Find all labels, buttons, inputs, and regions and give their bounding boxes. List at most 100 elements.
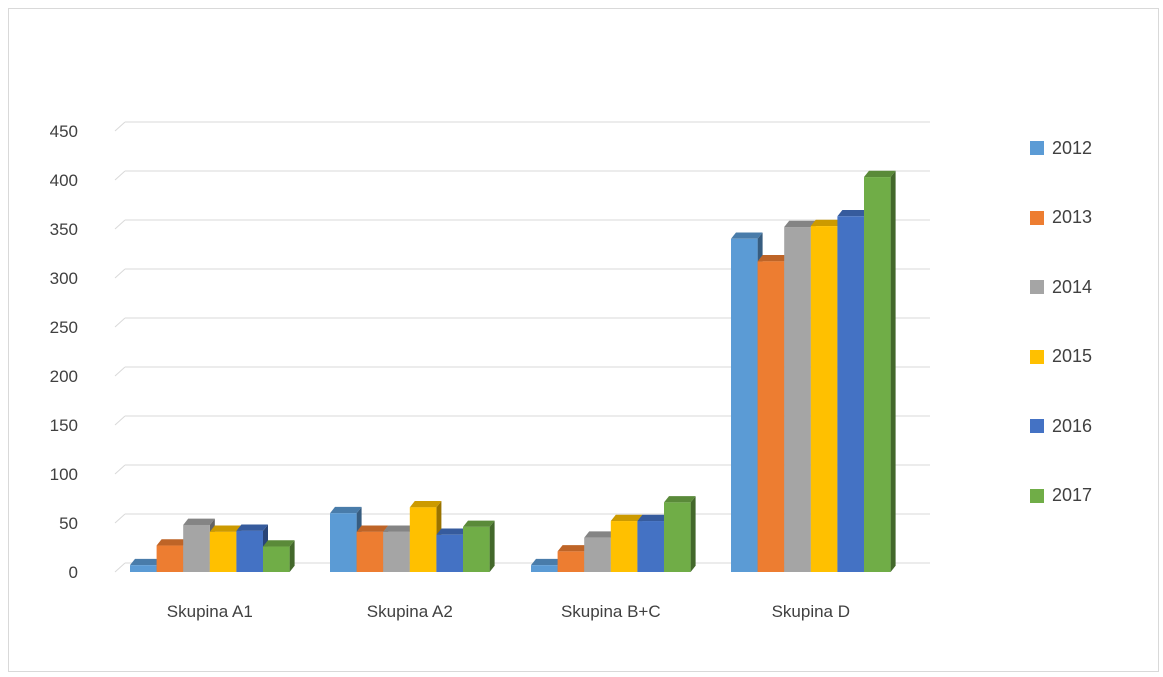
- bar-top: [637, 514, 669, 522]
- bar-front: [356, 531, 384, 572]
- bar-side: [289, 540, 295, 572]
- bar-top: [356, 525, 389, 532]
- y-tick-label: 350: [50, 220, 78, 239]
- chart-area: [8, 8, 1159, 672]
- bars: [130, 170, 896, 573]
- bar-front: [130, 565, 157, 572]
- bar-top: [531, 558, 563, 566]
- bar-front: [183, 524, 210, 572]
- bar-top: [383, 525, 415, 532]
- bar-top: [463, 520, 495, 527]
- bar-top: [130, 558, 162, 566]
- bar-top: [156, 539, 189, 546]
- legend-swatch: [1030, 488, 1044, 503]
- bar-top: [557, 545, 590, 552]
- bar-side: [690, 496, 696, 572]
- bar-side: [489, 520, 495, 572]
- bar: [837, 209, 869, 572]
- gridline-depth: [114, 121, 126, 132]
- bar-front: [463, 526, 490, 572]
- legend-swatch: [1030, 141, 1044, 155]
- bar: [664, 496, 696, 572]
- bar-front: [409, 507, 437, 572]
- bar-front: [330, 513, 357, 572]
- bar-front: [156, 545, 184, 572]
- legend-label: 2017: [1052, 485, 1093, 505]
- legend-swatch: [1030, 419, 1044, 433]
- gridline-depth: [114, 317, 126, 328]
- legend-label: 2014: [1052, 276, 1093, 297]
- y-tick-label: 100: [50, 465, 78, 484]
- bar-top: [330, 506, 362, 514]
- x-category-label: Skupina A2: [367, 602, 453, 621]
- legend-swatch: [1030, 280, 1044, 294]
- x-category-label: Skupina B+C: [561, 602, 661, 621]
- y-tick-label: 450: [50, 122, 78, 141]
- bar: [864, 170, 896, 572]
- bar-front: [436, 534, 463, 572]
- bar-top: [610, 514, 643, 522]
- legend-item: 2015: [1030, 345, 1092, 369]
- legend-item: 2014: [1030, 275, 1092, 299]
- bar-front: [837, 216, 864, 572]
- bar-top: [236, 524, 268, 531]
- y-axis-ticks: 0 50 100 150 200 250 300 350 400 450: [50, 122, 78, 582]
- bar-front: [664, 502, 691, 572]
- legend-label: 2016: [1052, 415, 1093, 436]
- gridline-depth: [114, 366, 126, 377]
- gridline-depth: [114, 415, 126, 426]
- gridline-depth: [114, 268, 126, 279]
- legend-swatch: [1030, 349, 1044, 364]
- bar-front: [531, 565, 558, 572]
- bar: [463, 520, 495, 572]
- legend-label: 2012: [1052, 137, 1093, 158]
- bar-top: [436, 528, 468, 535]
- bar-top: [409, 501, 442, 508]
- x-axis-categories: Skupina A1 Skupina A2 Skupina B+C Skupina D: [167, 602, 850, 621]
- gridline-depth: [114, 562, 126, 573]
- bar-top: [731, 232, 763, 239]
- y-tick-label: 0: [69, 563, 78, 582]
- legend-label: 2015: [1052, 346, 1093, 366]
- x-category-label: Skupina D: [772, 602, 850, 621]
- bar-top: [664, 496, 696, 503]
- bar-front: [864, 177, 891, 572]
- y-tick-label: 200: [50, 367, 78, 386]
- bar-front: [610, 521, 638, 572]
- gridline-depth: [114, 170, 126, 181]
- bar-front: [263, 546, 290, 572]
- y-tick-label: 400: [50, 171, 78, 190]
- bar-front: [236, 530, 263, 572]
- legend-item: 2016: [1030, 414, 1092, 438]
- legend-item: 2017: [1030, 484, 1092, 508]
- bar-top: [757, 255, 790, 262]
- bar-front: [810, 226, 838, 572]
- bar-front: [784, 227, 811, 573]
- y-tick-label: 50: [59, 514, 78, 533]
- gridline-depth: [114, 219, 126, 230]
- legend-item: 2012: [1030, 136, 1092, 160]
- gridline-depth: [114, 464, 126, 475]
- legend-item: 2013: [1030, 206, 1092, 230]
- bar-front: [757, 261, 785, 572]
- bar-top: [864, 170, 896, 178]
- y-tick-label: 150: [50, 416, 78, 435]
- gridline-depth: [114, 513, 126, 524]
- bar: [409, 501, 442, 572]
- bar-front: [557, 551, 585, 572]
- bar-top: [810, 219, 843, 227]
- legend-label: 2013: [1052, 207, 1093, 227]
- y-tick-label: 300: [50, 269, 78, 288]
- bar-top: [784, 220, 816, 228]
- y-tick-label: 250: [50, 318, 78, 337]
- bar: [330, 506, 362, 572]
- x-category-label: Skupina A1: [167, 602, 253, 621]
- bar-top: [584, 531, 616, 538]
- bar-top: [837, 209, 869, 217]
- bar: [263, 540, 295, 572]
- bar-front: [209, 531, 237, 572]
- bar-front: [637, 521, 664, 572]
- bar-top: [263, 540, 295, 547]
- bar-front: [731, 238, 758, 573]
